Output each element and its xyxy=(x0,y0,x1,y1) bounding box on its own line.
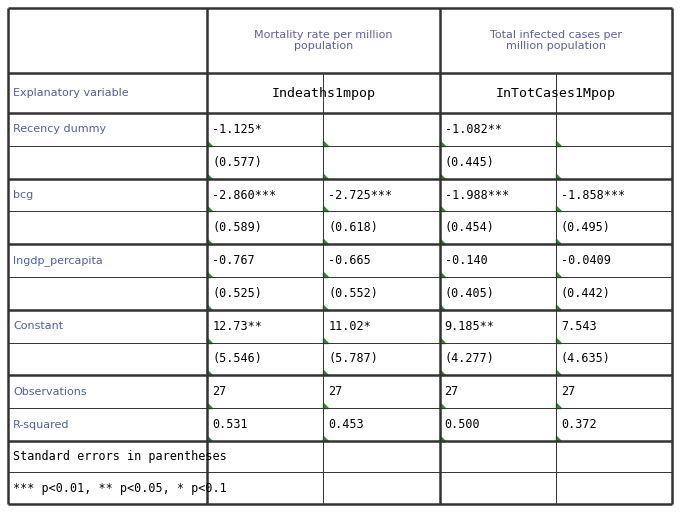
Text: Recency dummy: Recency dummy xyxy=(13,124,106,135)
Polygon shape xyxy=(556,272,561,277)
Polygon shape xyxy=(439,141,445,146)
Polygon shape xyxy=(556,403,561,408)
Text: (0.442): (0.442) xyxy=(561,287,611,300)
Text: R-squared: R-squared xyxy=(13,419,69,430)
Text: (0.445): (0.445) xyxy=(445,156,494,169)
Text: bcg: bcg xyxy=(13,190,33,200)
Polygon shape xyxy=(556,239,561,244)
Text: *** p<0.01, ** p<0.05, * p<0.1: *** p<0.01, ** p<0.05, * p<0.1 xyxy=(13,482,226,495)
Text: -0.767: -0.767 xyxy=(212,254,255,267)
Text: 11.02*: 11.02* xyxy=(328,319,371,333)
Polygon shape xyxy=(324,403,328,408)
Polygon shape xyxy=(207,337,212,343)
Polygon shape xyxy=(439,206,445,211)
Polygon shape xyxy=(324,436,328,441)
Text: -1.858***: -1.858*** xyxy=(561,188,625,202)
Polygon shape xyxy=(207,436,212,441)
Text: (0.577): (0.577) xyxy=(212,156,262,169)
Polygon shape xyxy=(439,370,445,375)
Text: 27: 27 xyxy=(212,385,226,398)
Polygon shape xyxy=(207,141,212,146)
Polygon shape xyxy=(556,305,561,310)
Text: lngdp_percapita: lngdp_percapita xyxy=(13,255,103,266)
Text: -1.988***: -1.988*** xyxy=(445,188,509,202)
Text: Mortality rate per million
population: Mortality rate per million population xyxy=(254,30,392,51)
Text: (0.589): (0.589) xyxy=(212,221,262,234)
Polygon shape xyxy=(207,174,212,179)
Text: -2.860***: -2.860*** xyxy=(212,188,276,202)
Text: (5.787): (5.787) xyxy=(328,352,378,366)
Polygon shape xyxy=(439,239,445,244)
Text: 0.500: 0.500 xyxy=(445,418,480,431)
Polygon shape xyxy=(207,305,212,310)
Text: -0.665: -0.665 xyxy=(328,254,371,267)
Text: -0.140: -0.140 xyxy=(445,254,488,267)
Polygon shape xyxy=(439,174,445,179)
Polygon shape xyxy=(439,337,445,343)
Polygon shape xyxy=(324,370,328,375)
Text: Standard errors in parentheses: Standard errors in parentheses xyxy=(13,450,226,463)
Text: 0.531: 0.531 xyxy=(212,418,248,431)
Polygon shape xyxy=(556,436,561,441)
Text: -0.0409: -0.0409 xyxy=(561,254,611,267)
Text: Total infected cases per
million population: Total infected cases per million populat… xyxy=(490,30,622,51)
Text: 7.543: 7.543 xyxy=(561,319,596,333)
Text: (0.495): (0.495) xyxy=(561,221,611,234)
Polygon shape xyxy=(324,174,328,179)
Polygon shape xyxy=(556,174,561,179)
Polygon shape xyxy=(324,272,328,277)
Polygon shape xyxy=(324,239,328,244)
Text: (0.525): (0.525) xyxy=(212,287,262,300)
Polygon shape xyxy=(439,436,445,441)
Text: -1.125*: -1.125* xyxy=(212,123,262,136)
Polygon shape xyxy=(556,141,561,146)
Text: -2.725***: -2.725*** xyxy=(328,188,392,202)
Text: Constant: Constant xyxy=(13,321,63,331)
Text: Indeaths1mpop: Indeaths1mpop xyxy=(271,87,375,100)
Text: InTotCases1Mpop: InTotCases1Mpop xyxy=(496,87,616,100)
Text: 27: 27 xyxy=(445,385,459,398)
Polygon shape xyxy=(439,272,445,277)
Text: (4.635): (4.635) xyxy=(561,352,611,366)
Text: -1.082**: -1.082** xyxy=(445,123,502,136)
Polygon shape xyxy=(207,403,212,408)
Polygon shape xyxy=(556,370,561,375)
Polygon shape xyxy=(324,206,328,211)
Text: (0.552): (0.552) xyxy=(328,287,378,300)
Polygon shape xyxy=(207,206,212,211)
Polygon shape xyxy=(207,370,212,375)
Polygon shape xyxy=(324,141,328,146)
Text: (0.405): (0.405) xyxy=(445,287,494,300)
Polygon shape xyxy=(207,239,212,244)
Polygon shape xyxy=(439,305,445,310)
Polygon shape xyxy=(324,337,328,343)
Text: 9.185**: 9.185** xyxy=(445,319,494,333)
Text: 12.73**: 12.73** xyxy=(212,319,262,333)
Text: 0.453: 0.453 xyxy=(328,418,364,431)
Polygon shape xyxy=(439,403,445,408)
Text: 27: 27 xyxy=(561,385,575,398)
Text: Explanatory variable: Explanatory variable xyxy=(13,88,129,98)
Text: 0.372: 0.372 xyxy=(561,418,596,431)
Text: (5.546): (5.546) xyxy=(212,352,262,366)
Polygon shape xyxy=(556,337,561,343)
Text: (0.454): (0.454) xyxy=(445,221,494,234)
Polygon shape xyxy=(556,206,561,211)
Text: 27: 27 xyxy=(328,385,343,398)
Text: (0.618): (0.618) xyxy=(328,221,378,234)
Text: Observations: Observations xyxy=(13,387,86,397)
Polygon shape xyxy=(324,305,328,310)
Text: (4.277): (4.277) xyxy=(445,352,494,366)
Polygon shape xyxy=(207,272,212,277)
